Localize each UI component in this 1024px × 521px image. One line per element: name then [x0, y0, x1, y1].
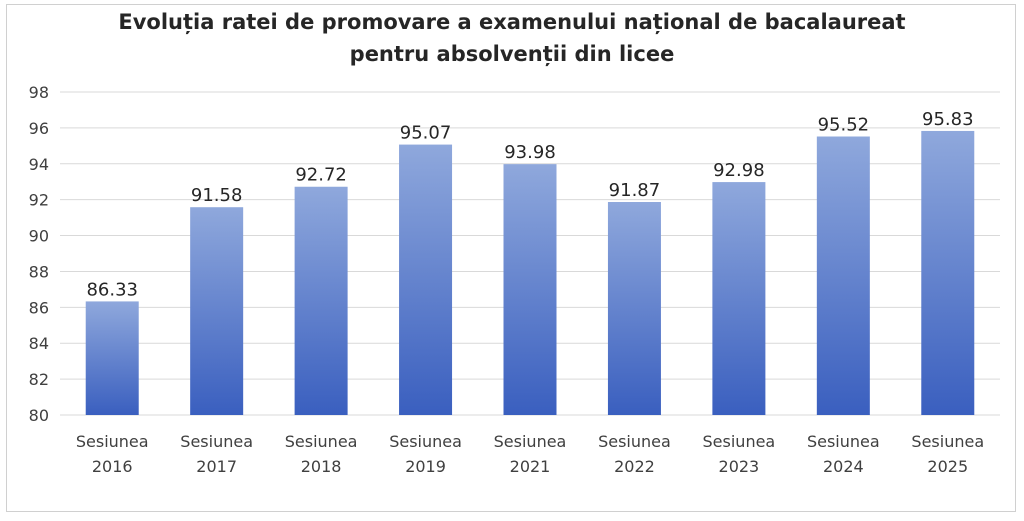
chart-title-line-1: Evoluția ratei de promovare a examenului…	[118, 10, 906, 34]
y-tick-label: 92	[29, 191, 49, 210]
bars	[85, 130, 975, 416]
x-tick-label: 2024	[823, 457, 864, 476]
bar	[816, 136, 870, 415]
y-tick-label: 86	[29, 298, 49, 317]
y-tick-label: 90	[29, 227, 49, 246]
bar	[503, 164, 557, 415]
x-tick-label: Sesiunea	[389, 432, 462, 451]
bar	[712, 182, 766, 415]
x-axis-categories: Sesiunea 2016 Sesiunea 2017 Sesiunea 2018 Sesi…	[76, 432, 984, 476]
x-tick-label: 2025	[927, 457, 968, 476]
data-label: 95.07	[400, 123, 452, 144]
x-tick-label: Sesiunea	[598, 432, 671, 451]
x-tick-label: Sesiunea	[285, 432, 358, 451]
y-axis-ticks: 80 82 84 86 88 90 92 94 96 98	[29, 83, 49, 425]
y-tick-label: 82	[29, 370, 49, 389]
data-label: 92.98	[713, 160, 765, 181]
x-tick-label: 2023	[719, 457, 760, 476]
data-label: 91.58	[191, 185, 243, 206]
data-label: 95.52	[818, 115, 870, 136]
bar	[607, 201, 661, 415]
y-tick-label: 96	[29, 119, 49, 138]
x-tick-label: 2019	[405, 457, 446, 476]
x-tick-label: 2022	[614, 457, 655, 476]
bar	[190, 207, 244, 415]
y-tick-label: 80	[29, 406, 49, 425]
x-tick-label: Sesiunea	[494, 432, 567, 451]
chart-title-line-2: pentru absolvenții din licee	[349, 42, 675, 66]
x-tick-label: Sesiunea	[703, 432, 776, 451]
x-tick-label: 2021	[510, 457, 551, 476]
data-label: 91.87	[609, 180, 661, 201]
x-tick-label: 2018	[301, 457, 342, 476]
data-label: 92.72	[295, 165, 347, 186]
x-tick-label: Sesiunea	[911, 432, 984, 451]
y-tick-label: 98	[29, 83, 49, 102]
x-tick-label: 2017	[196, 457, 237, 476]
data-labels: 86.33 91.58 92.72 95.07 93.98 91.87 92.98 95.52…	[86, 109, 973, 300]
bar	[921, 130, 975, 415]
chart-title: Evoluția ratei de promovare a examenului…	[0, 6, 1024, 70]
data-label: 93.98	[504, 142, 556, 163]
x-tick-label: Sesiunea	[807, 432, 880, 451]
data-label: 95.83	[922, 109, 974, 130]
x-tick-label: Sesiunea	[76, 432, 149, 451]
bar	[294, 186, 348, 415]
y-tick-label: 84	[29, 334, 49, 353]
x-tick-label: Sesiunea	[180, 432, 253, 451]
bar	[85, 301, 139, 415]
bar	[399, 144, 453, 416]
y-tick-label: 88	[29, 262, 49, 281]
y-tick-label: 94	[29, 155, 49, 174]
x-tick-label: 2016	[92, 457, 133, 476]
data-label: 86.33	[86, 279, 138, 300]
